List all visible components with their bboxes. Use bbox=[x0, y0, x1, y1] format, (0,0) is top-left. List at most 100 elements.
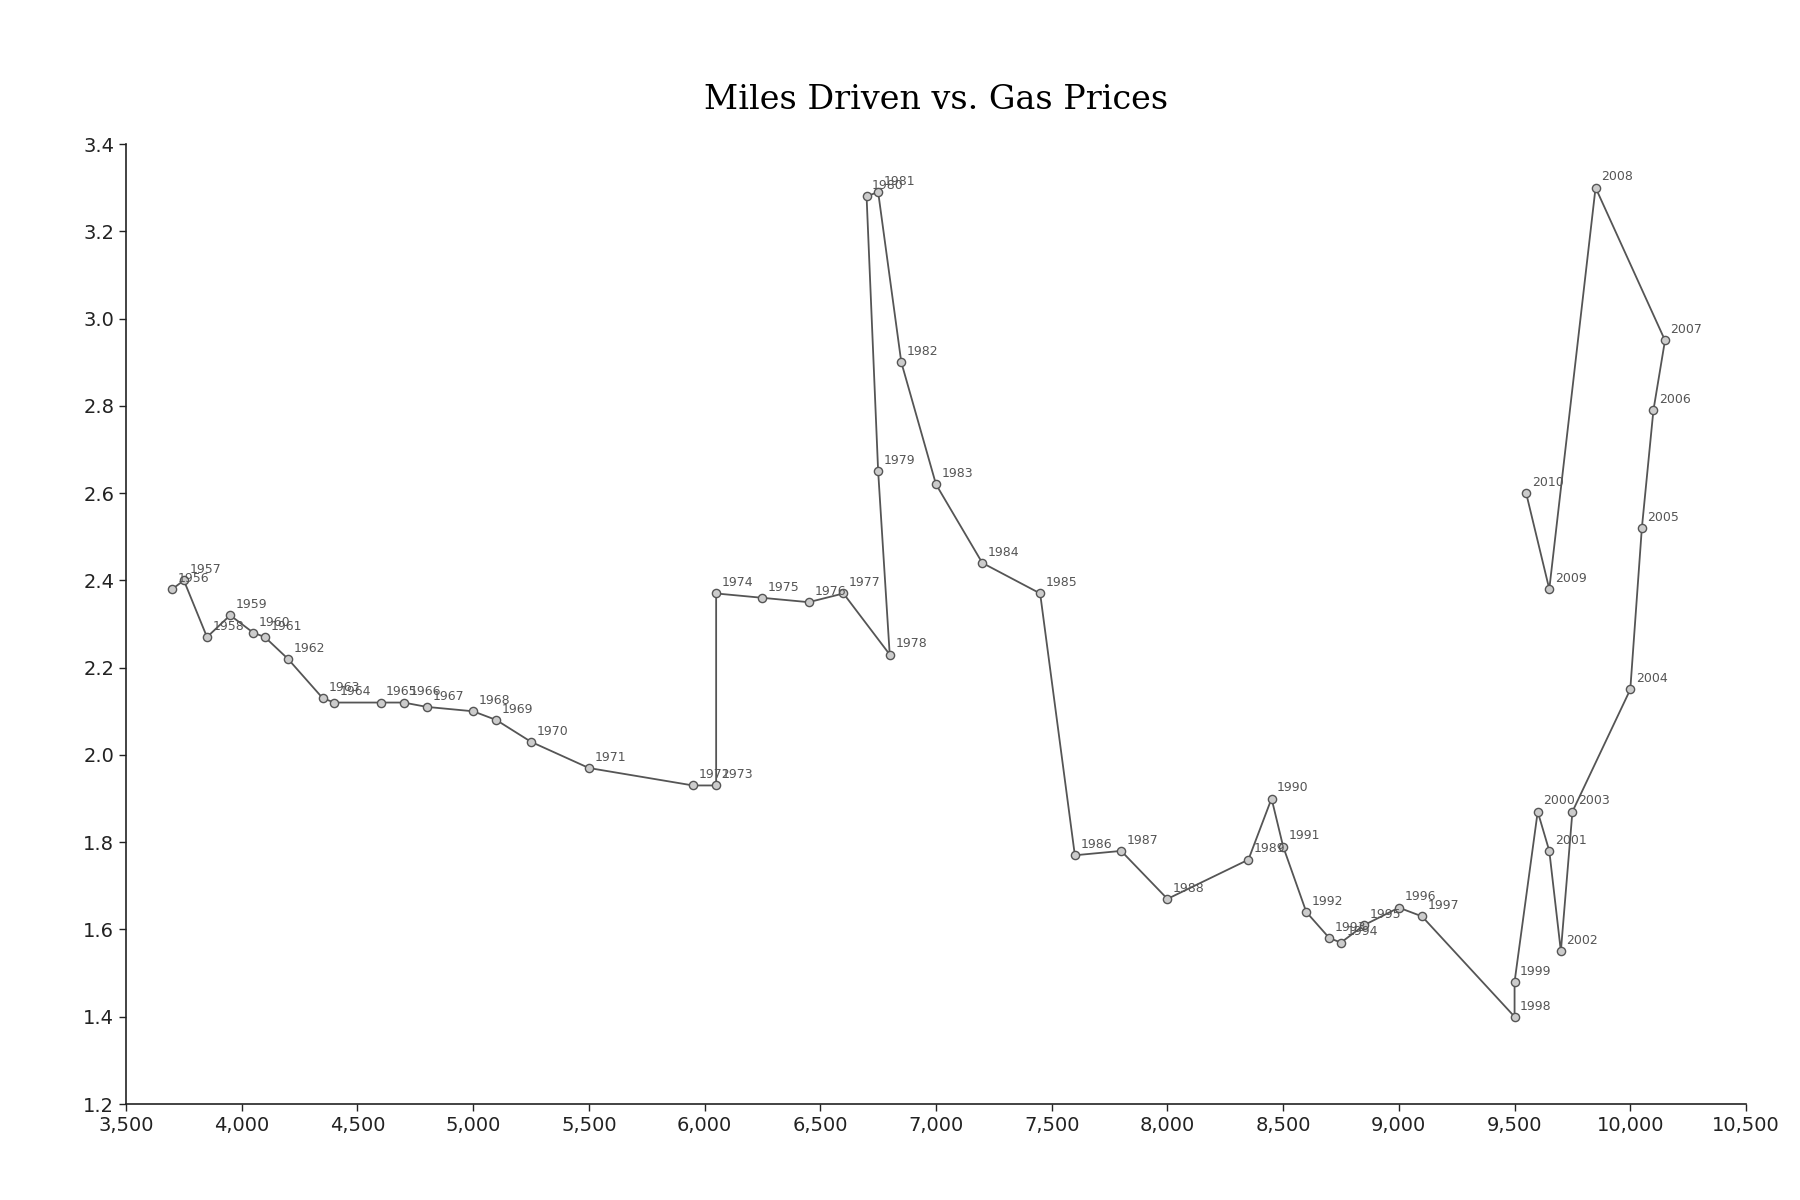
Text: 1986: 1986 bbox=[1080, 838, 1112, 851]
Text: 1988: 1988 bbox=[1174, 882, 1204, 895]
Text: 1981: 1981 bbox=[884, 175, 916, 188]
Point bbox=[1384, 898, 1413, 917]
Point bbox=[459, 702, 488, 721]
Text: 1960: 1960 bbox=[259, 616, 290, 629]
Point bbox=[389, 692, 418, 712]
Point bbox=[1350, 916, 1379, 935]
Text: 1962: 1962 bbox=[293, 642, 326, 655]
Text: 1961: 1961 bbox=[270, 620, 302, 632]
Point bbox=[1327, 932, 1355, 952]
Text: 1982: 1982 bbox=[907, 346, 938, 358]
Point bbox=[1640, 401, 1669, 420]
Point bbox=[482, 710, 511, 730]
Point bbox=[1256, 788, 1285, 808]
Point bbox=[851, 187, 880, 206]
Point bbox=[1026, 584, 1055, 604]
Text: 2001: 2001 bbox=[1555, 834, 1586, 847]
Point bbox=[1559, 802, 1588, 821]
Point bbox=[320, 692, 349, 712]
Point bbox=[1512, 484, 1541, 503]
Text: 1972: 1972 bbox=[698, 768, 731, 781]
Point bbox=[239, 623, 268, 642]
Point bbox=[1580, 178, 1609, 197]
Text: 1973: 1973 bbox=[722, 768, 754, 781]
Point bbox=[864, 182, 893, 202]
Text: 1997: 1997 bbox=[1427, 899, 1460, 912]
Point bbox=[1235, 850, 1264, 869]
Text: 1994: 1994 bbox=[1346, 925, 1379, 938]
Point bbox=[274, 649, 302, 668]
Point bbox=[1292, 902, 1321, 922]
Text: 1974: 1974 bbox=[722, 576, 754, 589]
Point bbox=[864, 462, 893, 481]
Text: 1965: 1965 bbox=[387, 685, 418, 698]
Text: 2002: 2002 bbox=[1566, 934, 1598, 947]
Title: Miles Driven vs. Gas Prices: Miles Driven vs. Gas Prices bbox=[704, 84, 1168, 116]
Text: 1977: 1977 bbox=[850, 576, 880, 589]
Point bbox=[1499, 972, 1528, 991]
Point bbox=[517, 732, 545, 751]
Point bbox=[1060, 846, 1089, 865]
Point bbox=[1107, 841, 1136, 860]
Text: 1998: 1998 bbox=[1521, 1000, 1552, 1013]
Point bbox=[702, 776, 731, 796]
Point bbox=[193, 628, 221, 647]
Text: 1976: 1976 bbox=[814, 586, 846, 598]
Text: 1964: 1964 bbox=[340, 685, 371, 698]
Point bbox=[1535, 841, 1564, 860]
Text: 1963: 1963 bbox=[328, 682, 360, 694]
Point bbox=[250, 628, 279, 647]
Point bbox=[1316, 929, 1345, 948]
Point bbox=[1499, 1007, 1528, 1026]
Text: 1975: 1975 bbox=[769, 581, 799, 594]
Text: 1984: 1984 bbox=[988, 546, 1019, 559]
Point bbox=[679, 776, 707, 796]
Text: 1968: 1968 bbox=[479, 694, 511, 707]
Text: 2010: 2010 bbox=[1532, 476, 1564, 488]
Point bbox=[1546, 942, 1575, 961]
Text: 2008: 2008 bbox=[1602, 170, 1633, 184]
Text: 1967: 1967 bbox=[432, 690, 464, 703]
Point bbox=[749, 588, 778, 607]
Text: 1969: 1969 bbox=[502, 703, 533, 716]
Point bbox=[158, 580, 187, 599]
Point bbox=[968, 553, 997, 572]
Point bbox=[1535, 580, 1564, 599]
Text: 2000: 2000 bbox=[1543, 794, 1575, 808]
Point bbox=[1408, 907, 1436, 926]
Text: 1993: 1993 bbox=[1336, 922, 1366, 934]
Point bbox=[169, 571, 198, 590]
Text: 1958: 1958 bbox=[212, 620, 245, 632]
Point bbox=[702, 584, 731, 604]
Text: 1991: 1991 bbox=[1289, 829, 1319, 842]
Point bbox=[365, 692, 394, 712]
Text: 1966: 1966 bbox=[409, 685, 441, 698]
Text: 1980: 1980 bbox=[873, 179, 904, 192]
Point bbox=[1523, 802, 1552, 821]
Point bbox=[1651, 331, 1679, 350]
Point bbox=[308, 689, 337, 708]
Point bbox=[922, 475, 950, 494]
Text: 1959: 1959 bbox=[236, 598, 268, 611]
Point bbox=[887, 353, 916, 372]
Point bbox=[1616, 680, 1645, 700]
Text: 1999: 1999 bbox=[1521, 965, 1552, 978]
Point bbox=[216, 606, 245, 625]
Text: 1989: 1989 bbox=[1255, 842, 1285, 856]
Point bbox=[794, 593, 823, 612]
Text: 1970: 1970 bbox=[536, 725, 569, 738]
Text: 2007: 2007 bbox=[1670, 323, 1703, 336]
Text: 1983: 1983 bbox=[941, 467, 974, 480]
Text: 1990: 1990 bbox=[1278, 781, 1309, 794]
Text: 1979: 1979 bbox=[884, 454, 916, 467]
Text: 2003: 2003 bbox=[1579, 794, 1609, 808]
Text: 2006: 2006 bbox=[1660, 394, 1690, 406]
Point bbox=[1154, 889, 1183, 908]
Text: 1985: 1985 bbox=[1046, 576, 1078, 589]
Text: 1978: 1978 bbox=[895, 637, 927, 650]
Text: 2009: 2009 bbox=[1555, 572, 1586, 584]
Text: 1995: 1995 bbox=[1370, 908, 1402, 920]
Text: 2005: 2005 bbox=[1647, 511, 1679, 524]
Text: 1956: 1956 bbox=[178, 572, 209, 584]
Text: 1987: 1987 bbox=[1127, 834, 1159, 847]
